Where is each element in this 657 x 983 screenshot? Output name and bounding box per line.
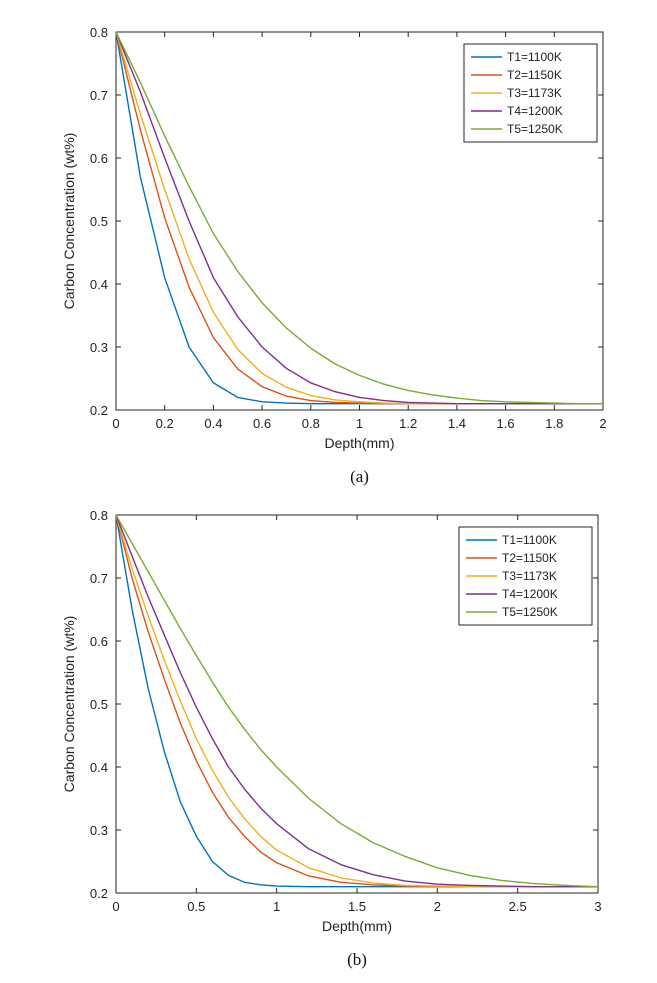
chart-0-legend-label-5: T5=1250K: [507, 122, 563, 136]
chart-1-y-tick-label: 0.7: [90, 571, 108, 586]
chart-1-y-tick-label: 0.8: [90, 508, 108, 523]
chart-0-x-tick-label: 0.6: [253, 416, 271, 431]
chart-0-x-tick-label: 0.4: [204, 416, 222, 431]
chart-0-x-tick-label: 1.4: [448, 416, 466, 431]
chart-0-y-tick-label: 0.6: [90, 151, 108, 166]
chart-1-series-line-4: [115, 514, 598, 888]
chart-1-y-axis-label: Carbon Concentration (wt%): [61, 616, 77, 793]
chart-0-y-tick-label: 0.7: [90, 88, 108, 103]
chart-0-y-tick-label: 0.3: [90, 340, 108, 355]
chart-0-x-tick-label: 0.2: [156, 416, 174, 431]
chart-1-x-tick-label: 0: [112, 899, 119, 914]
chart-0-legend-label-3: T3=1173K: [507, 86, 562, 100]
chart-1-legend-label-1: T1=1100K: [502, 533, 557, 547]
chart-0-y-tick-label: 0.5: [90, 214, 108, 229]
chart-0-x-tick-label: 1.2: [399, 416, 417, 431]
chart-0-legend-label-1: T1=1100K: [507, 50, 562, 64]
chart-0-x-axis-label: Depth(mm): [324, 435, 394, 451]
chart-0-y-tick-label: 0.4: [90, 277, 108, 292]
chart-b-svg: 0 0.5 1 1.5 2 2.5 3 0.2 0.3 0.4 0.5 0.6 0.7 0.8 Depth(…: [61, 508, 602, 969]
chart-0-y-tick-label: 0.8: [90, 25, 108, 40]
chart-panel-a: 0 0.2 0.4 0.6 0.8 1 1.2 1.4 1.6 1.8 2 0.2 0.3 0.4 0.5 0…: [61, 25, 607, 486]
chart-1-legend-label-2: T2=1150K: [502, 551, 557, 565]
chart-panel-b: 0 0.5 1 1.5 2 2.5 3 0.2 0.3 0.4 0.5 0.6 0.7 0.8 Depth(…: [0, 492, 657, 983]
chart-1-legend-label-3: T3=1173K: [502, 569, 557, 583]
chart-1-x-tick-label: 1: [273, 899, 280, 914]
chart-0-y-axis-label: Carbon Concentration (wt%): [61, 133, 77, 310]
chart-1-y-tick-label: 0.6: [90, 634, 108, 649]
chart-1-y-tick-label: 0.5: [90, 697, 108, 712]
chart-1-y-tick-label: 0.3: [90, 823, 108, 838]
chart-0-x-tick-label: 1: [356, 416, 363, 431]
chart-0-y-tick-label: 0.2: [90, 403, 108, 418]
chart-0-series-line-5: [115, 31, 603, 405]
chart-0-x-tick-label: 0.8: [302, 416, 320, 431]
chart-0-panel-caption: (a): [350, 467, 369, 486]
chart-1-panel-caption: (b): [347, 950, 367, 969]
chart-1-legend-label-4: T4=1200K: [502, 587, 558, 601]
chart-1-y-tick-label: 0.2: [90, 886, 108, 901]
chart-1-x-tick-label: 0.5: [187, 899, 205, 914]
chart-1-x-tick-label: 2: [434, 899, 441, 914]
chart-1-x-axis-label: Depth(mm): [322, 918, 392, 934]
chart-1-x-tick-label: 1.5: [348, 899, 366, 914]
chart-1-legend-label-5: T5=1250K: [502, 605, 558, 619]
chart-1-x-tick-label: 2.5: [509, 899, 527, 914]
chart-0-x-tick-label: 0: [112, 416, 119, 431]
chart-0-x-tick-label: 2: [599, 416, 606, 431]
chart-0-legend-label-4: T4=1200K: [507, 104, 563, 118]
chart-0-x-tick-label: 1.8: [545, 416, 563, 431]
chart-a-svg: 0 0.2 0.4 0.6 0.8 1 1.2 1.4 1.6 1.8 2 0.2 0.3 0.4 0.5 0…: [61, 25, 607, 486]
chart-0-legend-label-2: T2=1150K: [507, 68, 562, 82]
chart-1-series-line-5: [115, 514, 599, 888]
chart-0-series-line-4: [115, 31, 603, 405]
chart-0-x-tick-label: 1.6: [497, 416, 515, 431]
chart-1-x-tick-label: 3: [594, 899, 601, 914]
chart-1-y-tick-label: 0.4: [90, 760, 108, 775]
chart-1-series-line-3: [115, 514, 598, 888]
